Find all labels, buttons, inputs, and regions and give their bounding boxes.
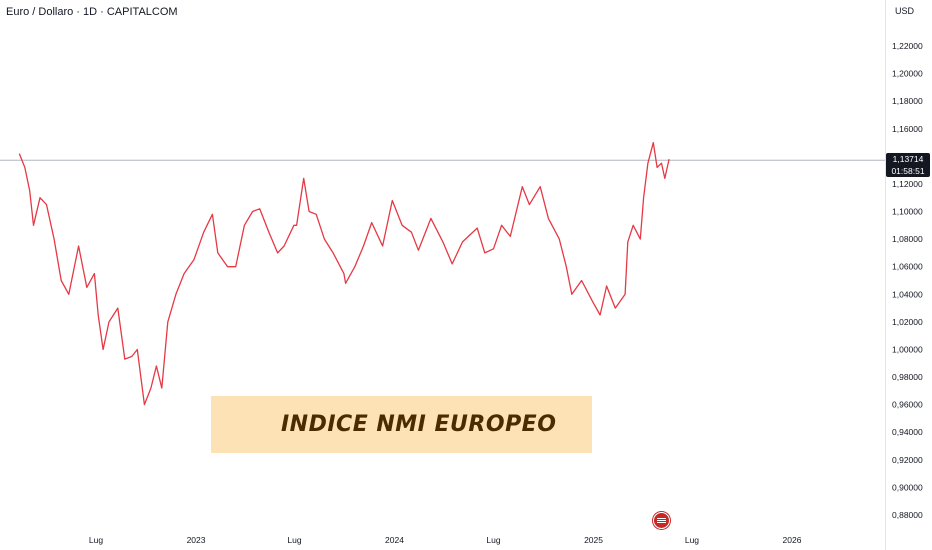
y-tick-label: 1,16000 bbox=[892, 124, 923, 134]
y-tick-label: 1,18000 bbox=[892, 96, 923, 106]
y-tick-label: 0,88000 bbox=[892, 510, 923, 520]
x-tick-label: Lug bbox=[685, 535, 699, 545]
us-flag-event-icon[interactable] bbox=[653, 512, 670, 529]
y-tick-label: 0,90000 bbox=[892, 482, 923, 492]
price-axis[interactable] bbox=[885, 0, 932, 550]
title-banner: INDICE NMI EUROPEO bbox=[211, 396, 592, 453]
y-tick-label: 1,22000 bbox=[892, 41, 923, 51]
y-tick-label: 0,96000 bbox=[892, 400, 923, 410]
y-tick-label: 1,10000 bbox=[892, 207, 923, 217]
current-price-label: 1,13714 01:58:51 bbox=[886, 153, 930, 177]
x-tick-label: 2024 bbox=[385, 535, 404, 545]
y-tick-label: 1,12000 bbox=[892, 179, 923, 189]
x-tick-label: 2023 bbox=[187, 535, 206, 545]
x-tick-label: Lug bbox=[486, 535, 500, 545]
series-line bbox=[18, 141, 670, 406]
banner-text: INDICE NMI EUROPEO bbox=[281, 412, 557, 437]
countdown-value: 01:58:51 bbox=[891, 166, 925, 176]
current-price-value: 1,13714 bbox=[892, 154, 924, 164]
y-axis-ticks: 1,22000 1,20000 1,18000 1,16000 1,12000 1,100… bbox=[892, 41, 923, 520]
y-tick-label: 1,20000 bbox=[892, 69, 923, 79]
y-tick-label: 0,94000 bbox=[892, 427, 923, 437]
currency-label[interactable]: USD bbox=[895, 6, 915, 16]
x-tick-label: Lug bbox=[89, 535, 103, 545]
x-axis-ticks: Lug 2023 Lug 2024 Lug 2025 Lug 2026 bbox=[89, 535, 802, 545]
y-tick-label: 1,00000 bbox=[892, 344, 923, 354]
chart-title: Euro / Dollaro · 1D · CAPITALCOM bbox=[6, 6, 178, 18]
y-tick-label: 1,02000 bbox=[892, 317, 923, 327]
y-tick-label: 0,92000 bbox=[892, 455, 923, 465]
y-tick-label: 1,04000 bbox=[892, 289, 923, 299]
x-tick-label: 2025 bbox=[584, 535, 603, 545]
x-tick-label: Lug bbox=[287, 535, 301, 545]
y-tick-label: 1,06000 bbox=[892, 262, 923, 272]
y-tick-label: 0,98000 bbox=[892, 372, 923, 382]
y-tick-label: 1,08000 bbox=[892, 234, 923, 244]
x-tick-label: 2026 bbox=[783, 535, 802, 545]
